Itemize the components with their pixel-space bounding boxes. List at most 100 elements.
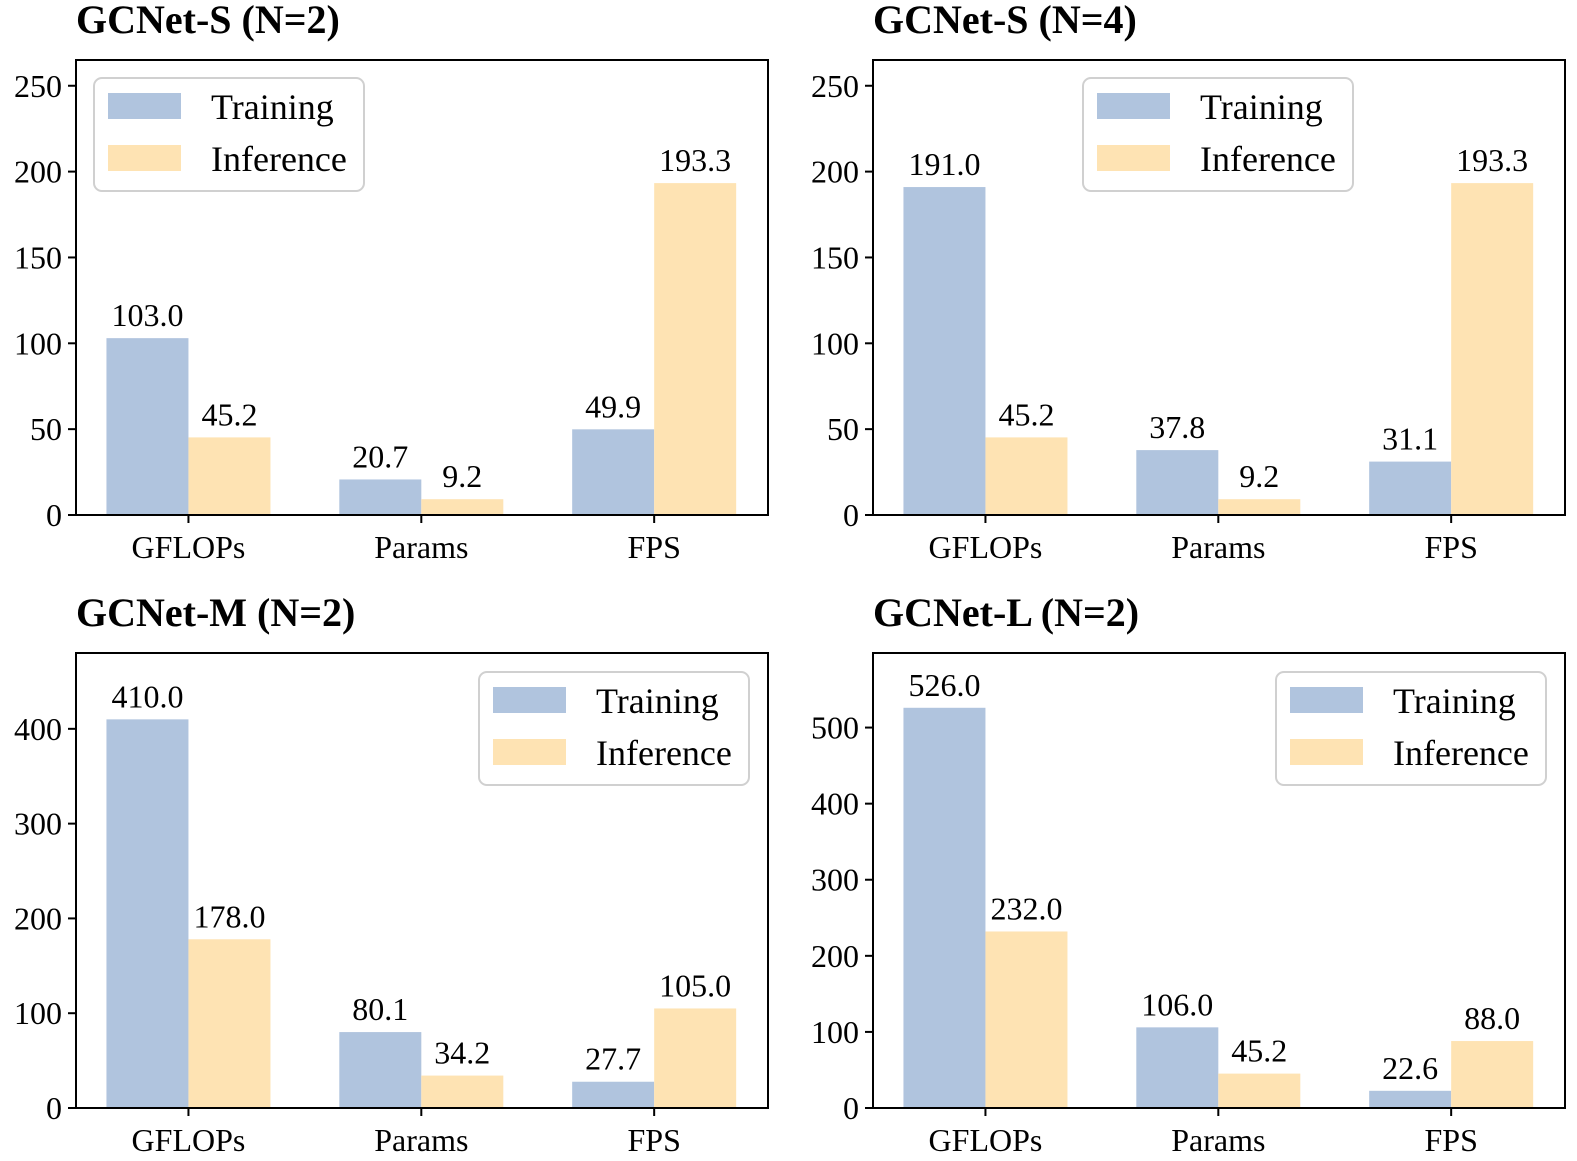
plot-frame (75, 652, 769, 1109)
data-label-inference-fps: 193.3 (1456, 142, 1528, 178)
data-label-inference-fps: 88.0 (1464, 1000, 1520, 1036)
bar-inference-gflops (985, 437, 1068, 515)
y-tick-label-200: 200 (14, 900, 62, 936)
data-label-inference-fps: 105.0 (659, 967, 731, 1003)
x-tick-label-params: Params (1171, 1122, 1265, 1158)
plot-frame (872, 59, 1566, 516)
legend-swatch-inference (1290, 739, 1363, 765)
chart-panel-2: GCNet-S (N=4) 191.0 45.2 GFLOPs 37.8 9.2 Param… (811, 0, 1566, 565)
x-tick-label-gflops: GFLOPs (132, 529, 246, 565)
chart-title: GCNet-M (N=2) (76, 590, 355, 635)
y-tick-label-200: 200 (811, 938, 859, 974)
x-tick-label-gflops: GFLOPs (929, 529, 1043, 565)
x-tick-label-gflops: GFLOPs (929, 1122, 1043, 1158)
bar-training-gflops (106, 338, 189, 515)
chart-title: GCNet-S (N=4) (873, 0, 1137, 42)
legend-swatch-training (493, 687, 566, 713)
y-tick-label-100: 100 (811, 1014, 859, 1050)
plot-frame (75, 59, 769, 516)
data-label-training-fps: 49.9 (585, 388, 641, 424)
y-tick-label-0: 0 (46, 1090, 62, 1126)
legend: Training Inference (1275, 671, 1547, 786)
bar-training-fps (1369, 461, 1452, 515)
data-label-training-gflops: 410.0 (111, 678, 183, 714)
y-tick-label-250: 250 (811, 68, 859, 104)
data-label-training-fps: 27.7 (585, 1041, 641, 1077)
data-label-inference-params: 9.2 (1239, 458, 1279, 494)
bar-inference-params (421, 499, 504, 515)
x-tick-label-fps: FPS (627, 529, 680, 565)
y-tick-label-250: 250 (14, 68, 62, 104)
x-tick-label-fps: FPS (1424, 1122, 1477, 1158)
legend-swatch-inference (493, 739, 566, 765)
y-tick-label-100: 100 (811, 325, 859, 361)
x-tick-label-params: Params (1171, 529, 1265, 565)
x-tick-label-fps: FPS (1424, 529, 1477, 565)
x-tick-label-params: Params (374, 1122, 468, 1158)
data-label-training-gflops: 191.0 (908, 146, 980, 182)
y-tick-label-150: 150 (14, 239, 62, 275)
bar-training-params (339, 1032, 422, 1108)
bar-inference-fps (1451, 183, 1534, 515)
bar-inference-gflops (188, 437, 271, 515)
bar-training-params (1136, 1027, 1219, 1108)
y-tick-label-200: 200 (14, 154, 62, 190)
bar-inference-gflops (188, 939, 271, 1108)
legend: Training Inference (93, 77, 365, 192)
y-tick-label-300: 300 (14, 806, 62, 842)
y-tick-label-400: 400 (811, 786, 859, 822)
legend-label-inference: Inference (1200, 139, 1336, 179)
bar-training-fps (1369, 1090, 1452, 1108)
data-label-training-params: 20.7 (352, 438, 408, 474)
bar-inference-fps (654, 183, 737, 515)
plot-frame (872, 652, 1566, 1109)
data-label-inference-gflops: 45.2 (201, 396, 257, 432)
bar-inference-params (421, 1075, 504, 1108)
bar-inference-params (1218, 1073, 1301, 1108)
legend-swatch-inference (108, 145, 181, 171)
data-label-training-params: 80.1 (352, 991, 408, 1027)
data-label-training-params: 106.0 (1141, 986, 1213, 1022)
legend-swatch-inference (1097, 145, 1170, 171)
y-tick-label-100: 100 (14, 995, 62, 1031)
y-tick-label-0: 0 (46, 497, 62, 533)
chart-panel-3: GCNet-M (N=2) 410.0 178.0 GFLOPs 80.1 34.2 Par… (14, 590, 769, 1158)
data-label-inference-fps: 193.3 (659, 142, 731, 178)
legend-swatch-training (108, 93, 181, 119)
legend-label-training: Training (1393, 681, 1516, 721)
bar-inference-gflops (985, 931, 1068, 1108)
legend-label-inference: Inference (1393, 733, 1529, 773)
bar-training-params (339, 479, 422, 515)
bar-training-fps (572, 1081, 655, 1108)
y-tick-label-300: 300 (811, 862, 859, 898)
data-label-training-params: 37.8 (1149, 409, 1205, 445)
legend-label-training: Training (596, 681, 719, 721)
data-label-inference-params: 34.2 (434, 1035, 490, 1071)
x-tick-label-fps: FPS (627, 1122, 680, 1158)
bar-training-gflops (903, 707, 986, 1108)
legend-swatch-training (1097, 93, 1170, 119)
data-label-inference-params: 9.2 (442, 458, 482, 494)
legend-label-training: Training (211, 87, 334, 127)
legend-swatch-training (1290, 687, 1363, 713)
data-label-inference-gflops: 178.0 (193, 898, 265, 934)
y-tick-label-50: 50 (827, 411, 859, 447)
data-label-inference-gflops: 45.2 (998, 396, 1054, 432)
chart-panel-1: GCNet-S (N=2) 103.0 45.2 GFLOPs 20.7 9.2 Param… (14, 0, 769, 565)
bar-training-fps (572, 429, 655, 515)
bar-inference-fps (654, 1008, 737, 1108)
y-tick-label-500: 500 (811, 710, 859, 746)
chart-panel-4: GCNet-L (N=2) 526.0 232.0 GFLOPs 106.0 45.2 Pa… (811, 590, 1566, 1158)
x-tick-label-gflops: GFLOPs (132, 1122, 246, 1158)
legend-label-training: Training (1200, 87, 1323, 127)
y-tick-label-0: 0 (843, 497, 859, 533)
legend: Training Inference (1082, 77, 1354, 192)
legend-label-inference: Inference (211, 139, 347, 179)
y-tick-label-150: 150 (811, 239, 859, 275)
chart-title: GCNet-L (N=2) (873, 590, 1139, 635)
data-label-training-gflops: 103.0 (111, 297, 183, 333)
bar-inference-params (1218, 499, 1301, 515)
data-label-inference-gflops: 232.0 (990, 890, 1062, 926)
data-label-training-fps: 22.6 (1382, 1050, 1438, 1086)
bar-training-params (1136, 450, 1219, 515)
